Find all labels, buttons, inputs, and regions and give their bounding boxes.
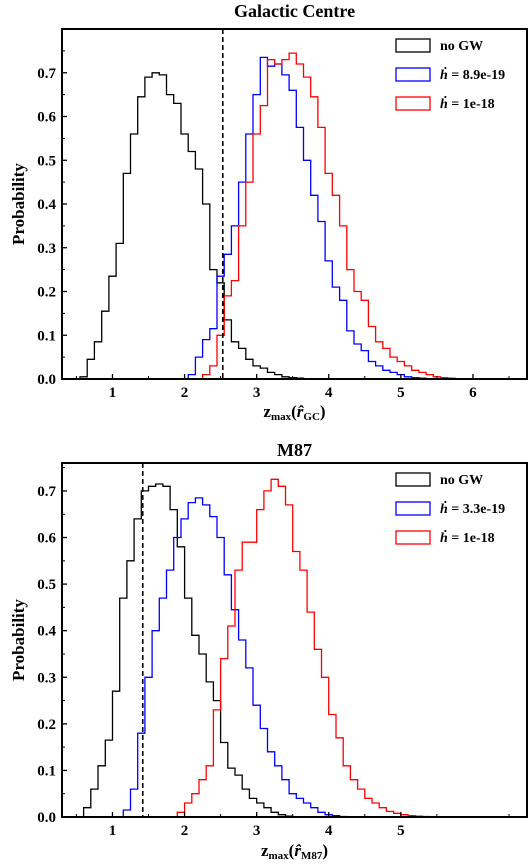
legend-symbol: ḣ [440, 529, 448, 546]
legend: no GWḣ = 8.9e-19ḣ = 1e-18 [395, 38, 505, 112]
legend-label: ḣ = 1e-18 [440, 529, 495, 546]
panel-title: Galactic Centre [234, 1, 355, 21]
y-tick-label: 0.4 [37, 624, 56, 640]
x-label-sub: max [271, 411, 292, 423]
x-tick-label: 3 [253, 385, 261, 401]
legend-value: = 3.3e-19 [448, 502, 505, 517]
y-tick-label: 0.3 [37, 670, 56, 686]
x-tick-label: 2 [181, 385, 189, 401]
legend-label: no GW [440, 473, 483, 488]
y-tick-label: 0.7 [37, 484, 56, 500]
x-label-paren-close: ) [320, 402, 326, 421]
histogram-series-0 [79, 72, 318, 380]
x-tick-label: 6 [469, 385, 477, 401]
legend-value: = 8.9e-19 [448, 68, 505, 83]
y-tick-label: 0.7 [37, 66, 56, 82]
legend-symbol: ḣ [440, 500, 448, 517]
x-label-paren-open: ( [291, 402, 297, 421]
panel-m87: M87 1 2 3 4 5 0.0 0.1 0.2 0.3 0.4 0.5 0.6 0.7 Proba… [9, 440, 528, 862]
plot-area [62, 29, 527, 379]
legend: no GWḣ = 3.3e-19ḣ = 1e-18 [395, 472, 505, 546]
x-tick-label: 1 [109, 385, 117, 401]
y-axis-label: Probability [9, 599, 28, 681]
y-tick-label: 0.0 [37, 372, 56, 388]
legend-label: ḣ = 3.3e-19 [440, 500, 505, 517]
legend-value: = 1e-18 [448, 531, 495, 546]
histogram-series-1 [187, 56, 441, 380]
x-tick-label: 5 [397, 823, 405, 839]
panel-title: M87 [277, 440, 312, 460]
x-tick-label: 2 [181, 823, 189, 839]
x-tick-label: 4 [325, 823, 333, 839]
x-label-paren-open: ( [289, 841, 295, 860]
histogram-series-0 [82, 483, 300, 818]
y-tick-label: 0.0 [37, 810, 56, 826]
y-axis-label: Probability [9, 163, 28, 245]
legend-swatch [395, 501, 431, 516]
x-ticks: 1 2 3 4 5 [75, 812, 510, 839]
x-tick-label: 5 [397, 385, 405, 401]
y-tick-label: 0.6 [37, 110, 56, 126]
y-tick-label: 0.3 [37, 241, 56, 257]
x-tick-label: 1 [109, 823, 117, 839]
legend-label: ḣ = 8.9e-19 [440, 66, 505, 83]
x-tick-label: 3 [253, 823, 261, 839]
x-label-arg-sub: GC [303, 411, 320, 423]
legend-swatch [395, 530, 431, 545]
plot-area [62, 463, 527, 817]
legend-label: ḣ = 1e-18 [440, 95, 495, 112]
legend-swatch [395, 96, 431, 111]
y-tick-label: 0.1 [37, 763, 56, 779]
legend-symbol: ḣ [440, 66, 448, 83]
x-axis-label: zmax(r̂GC) [263, 402, 325, 423]
plot-frame [61, 462, 528, 818]
y-tick-label: 0.1 [37, 328, 56, 344]
series-layer [79, 52, 463, 380]
legend-symbol: ḣ [440, 95, 448, 112]
histogram-series-2 [201, 52, 463, 380]
x-label-var: z [261, 841, 269, 860]
x-label-paren-close: ) [322, 841, 328, 860]
legend-swatch [395, 472, 431, 487]
legend-value: = 1e-18 [448, 97, 495, 112]
x-label-arg: r̂ [294, 841, 301, 860]
y-ticks: 0.0 0.1 0.2 0.3 0.4 0.5 0.6 0.7 [37, 50, 67, 388]
x-tick-label: 4 [325, 385, 333, 401]
x-ticks: 1 2 3 4 5 6 [75, 374, 510, 401]
histogram-series-2 [176, 478, 437, 818]
legend-label: no GW [440, 39, 483, 54]
y-tick-label: 0.6 [37, 531, 56, 547]
y-tick-label: 0.2 [37, 717, 56, 733]
legend-swatch [395, 38, 431, 53]
x-label-sub: max [269, 850, 290, 862]
series-layer [82, 478, 437, 818]
x-label-arg: r̂ [297, 402, 304, 421]
x-label-arg-sub: M87 [301, 850, 323, 862]
y-tick-label: 0.4 [37, 197, 56, 213]
y-tick-label: 0.2 [37, 285, 56, 301]
histogram-series-1 [122, 497, 354, 818]
legend-swatch [395, 67, 431, 82]
y-tick-label: 0.5 [37, 153, 56, 169]
y-ticks: 0.0 0.1 0.2 0.3 0.4 0.5 0.6 0.7 [37, 467, 67, 826]
x-label-var: z [263, 402, 271, 421]
x-axis-label: zmax(r̂M87) [261, 841, 328, 862]
y-tick-label: 0.5 [37, 577, 56, 593]
